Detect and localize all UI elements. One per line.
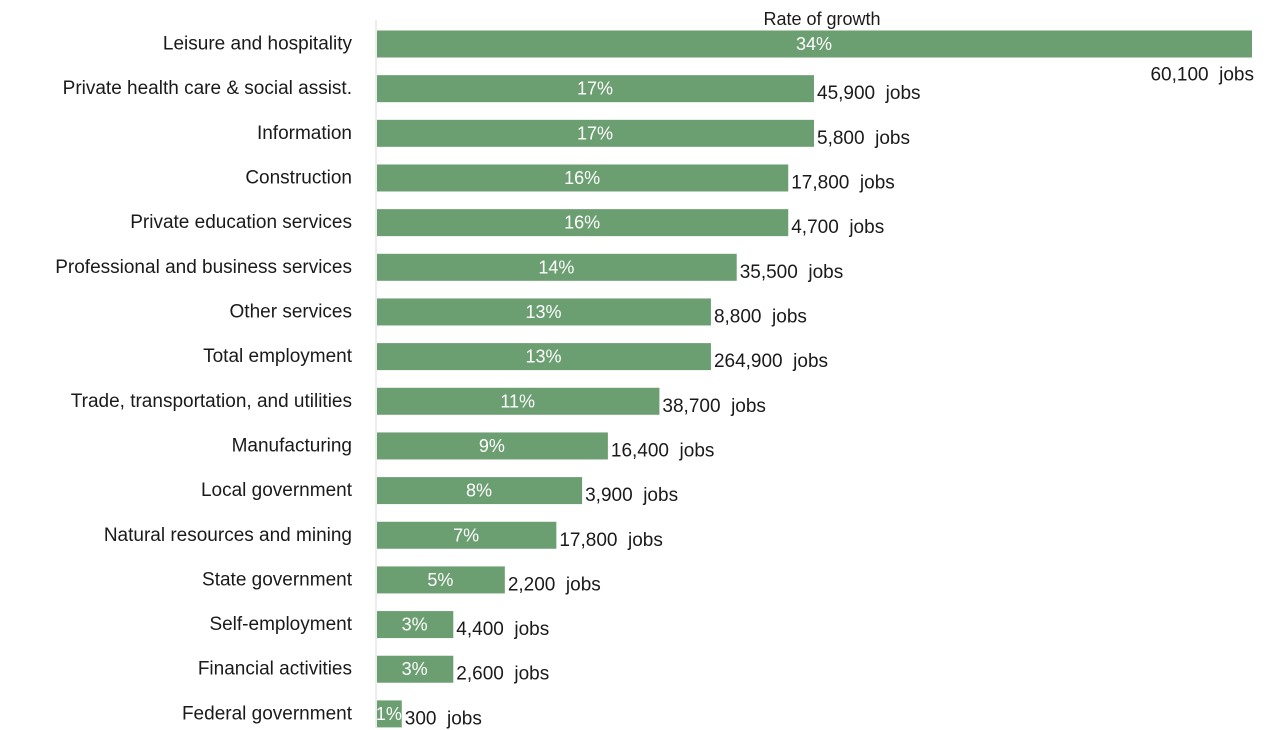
category-label: Leisure and hospitality xyxy=(163,34,353,55)
jobs-label: 16,400 jobs xyxy=(611,440,715,461)
bar-value-label: 1% xyxy=(376,704,402,724)
jobs-label: 2,600 jobs xyxy=(456,664,549,685)
bar-row: Private education services 16% 4,700 jobs xyxy=(130,209,884,238)
category-label: Information xyxy=(257,123,352,144)
bar xyxy=(377,119,814,147)
bar xyxy=(377,30,1252,58)
jobs-label: 4,400 jobs xyxy=(456,619,549,640)
bar-row: Manufacturing 9% 16,400 jobs xyxy=(232,432,715,461)
bar-value-label: 13% xyxy=(525,347,561,367)
bar-value-label: 3% xyxy=(402,615,428,635)
category-label: Federal government xyxy=(182,703,353,724)
bar-row: Trade, transportation, and utilities 11% 3… xyxy=(71,387,766,417)
category-label: Manufacturing xyxy=(232,435,352,456)
category-label: Total employment xyxy=(203,346,353,367)
bar-row: State government 5% 2,200 jobs xyxy=(202,566,601,595)
jobs-label: 3,900 jobs xyxy=(585,485,678,506)
bar-row: Professional and business services 14% 35,… xyxy=(55,253,844,283)
jobs-label: 38,700 jobs xyxy=(662,396,766,417)
bar-value-label: 3% xyxy=(402,659,428,679)
category-label: Construction xyxy=(245,167,352,188)
bar xyxy=(377,253,737,281)
category-label: Trade, transportation, and utilities xyxy=(71,391,352,412)
chart-title: Rate of growth xyxy=(763,9,880,29)
category-label: Private education services xyxy=(130,212,352,233)
bar-value-label: 8% xyxy=(466,481,492,501)
category-label: Financial activities xyxy=(198,659,352,680)
jobs-label: 35,500 jobs xyxy=(740,262,844,283)
jobs-label: 4,700 jobs xyxy=(791,217,884,238)
bar-row: Information 17% 5,800 jobs xyxy=(257,119,910,149)
bar-row: Private health care & social assist. 17% 4… xyxy=(63,75,921,104)
bar-row: Local government 8% 3,900 jobs xyxy=(201,477,678,506)
category-label: Private health care & social assist. xyxy=(63,78,352,99)
bar-row: Other services 13% 8,800 jobs xyxy=(230,298,807,327)
category-label: Professional and business services xyxy=(55,257,352,278)
bar xyxy=(377,164,789,192)
bar xyxy=(377,521,557,549)
bar-row: Total employment 13% 264,900 jobs xyxy=(203,343,828,372)
bar xyxy=(377,209,789,237)
bar-row: Construction 16% 17,800 jobs xyxy=(245,164,895,193)
bar xyxy=(377,655,454,683)
jobs-label: 5,800 jobs xyxy=(817,128,910,149)
bar xyxy=(377,700,402,728)
category-label: Self-employment xyxy=(209,614,352,635)
bar-value-label: 16% xyxy=(564,213,600,233)
bar xyxy=(377,343,711,371)
bar xyxy=(377,477,583,505)
category-label: Other services xyxy=(230,301,352,322)
bar-value-label: 7% xyxy=(453,525,479,545)
bar xyxy=(377,566,505,594)
bar-value-label: 5% xyxy=(427,570,453,590)
category-label: Local government xyxy=(201,480,353,501)
jobs-label: 2,200 jobs xyxy=(508,574,601,595)
jobs-label: 17,800 jobs xyxy=(791,172,895,193)
bar xyxy=(377,611,454,639)
bar-value-label: 9% xyxy=(479,436,505,456)
bar-row: Self-employment 3% 4,400 jobs xyxy=(209,611,549,640)
bar-value-label: 17% xyxy=(577,123,613,143)
bar-row: Financial activities 3% 2,600 jobs xyxy=(198,655,549,685)
jobs-label: 60,100 jobs xyxy=(1150,65,1254,86)
jobs-label: 300 jobs xyxy=(405,708,482,729)
jobs-label: 17,800 jobs xyxy=(559,530,663,551)
bars-group: Leisure and hospitality 34% 60,100 jobs Pri… xyxy=(55,30,1254,729)
bar-value-label: 14% xyxy=(538,257,574,277)
jobs-label: 264,900 jobs xyxy=(714,351,828,372)
bar-row: Leisure and hospitality 34% 60,100 jobs xyxy=(163,30,1254,86)
jobs-label: 45,900 jobs xyxy=(817,83,921,104)
category-label: State government xyxy=(202,569,353,590)
bar xyxy=(377,298,711,326)
bar-row: Natural resources and mining 7% 17,800 job… xyxy=(104,521,663,551)
jobs-label: 8,800 jobs xyxy=(714,306,807,327)
bar-value-label: 34% xyxy=(796,34,832,54)
category-label: Natural resources and mining xyxy=(104,525,352,546)
bar-value-label: 13% xyxy=(525,302,561,322)
bar-row: Federal government 1% 300 jobs xyxy=(182,700,482,729)
bar-value-label: 16% xyxy=(564,168,600,188)
bar xyxy=(377,387,660,415)
bar xyxy=(377,432,608,460)
bar-value-label: 11% xyxy=(500,391,535,411)
bar-value-label: 17% xyxy=(577,79,613,99)
bar xyxy=(377,75,814,103)
